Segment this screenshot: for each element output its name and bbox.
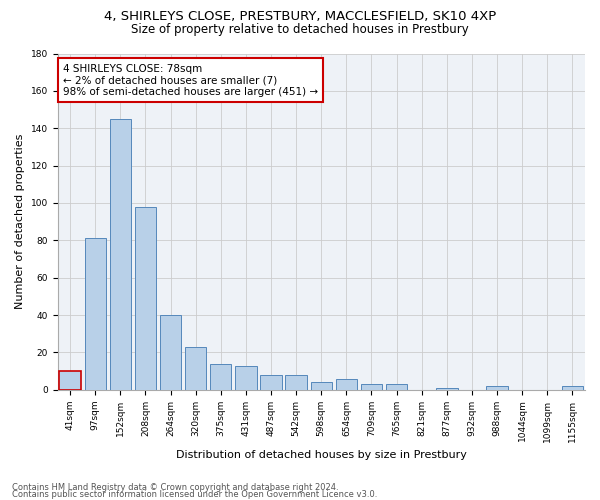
Bar — [110, 119, 131, 390]
Text: Size of property relative to detached houses in Prestbury: Size of property relative to detached ho… — [131, 22, 469, 36]
Bar — [135, 206, 156, 390]
Bar — [311, 382, 332, 390]
Text: 4, SHIRLEYS CLOSE, PRESTBURY, MACCLESFIELD, SK10 4XP: 4, SHIRLEYS CLOSE, PRESTBURY, MACCLESFIE… — [104, 10, 496, 23]
Text: Contains public sector information licensed under the Open Government Licence v3: Contains public sector information licen… — [12, 490, 377, 499]
Y-axis label: Number of detached properties: Number of detached properties — [15, 134, 25, 310]
Bar — [260, 375, 282, 390]
Bar — [286, 375, 307, 390]
Bar — [85, 238, 106, 390]
Bar — [210, 364, 232, 390]
Bar — [185, 347, 206, 390]
Bar — [235, 366, 257, 390]
X-axis label: Distribution of detached houses by size in Prestbury: Distribution of detached houses by size … — [176, 450, 467, 460]
Bar — [436, 388, 458, 390]
Text: Contains HM Land Registry data © Crown copyright and database right 2024.: Contains HM Land Registry data © Crown c… — [12, 484, 338, 492]
Bar — [160, 315, 181, 390]
Bar — [361, 384, 382, 390]
Bar — [336, 378, 357, 390]
Bar — [386, 384, 407, 390]
Bar — [59, 371, 81, 390]
Bar — [562, 386, 583, 390]
Text: 4 SHIRLEYS CLOSE: 78sqm
← 2% of detached houses are smaller (7)
98% of semi-deta: 4 SHIRLEYS CLOSE: 78sqm ← 2% of detached… — [63, 64, 318, 97]
Bar — [487, 386, 508, 390]
